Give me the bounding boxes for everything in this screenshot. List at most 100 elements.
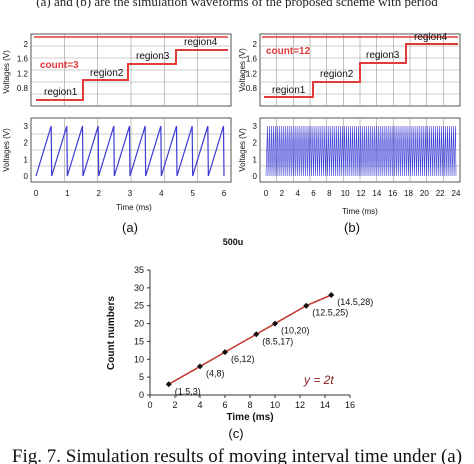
x-tick-label: 3 [128, 189, 133, 198]
x-tick-label: 16 [388, 189, 397, 198]
panel-a-upper-yticks: 0.8 1.2 1.6 2 [17, 40, 29, 93]
y-tick-label: 3 [253, 122, 258, 131]
panel-a-region4: region4 [184, 37, 218, 48]
y-tick-label: 1.2 [246, 69, 258, 78]
x-axis-label: Time (ms) [226, 412, 273, 423]
point-labels: (1.5,3) (4,8) (6,12) (8.5,17)(10,20)(12.5,2… [175, 297, 374, 396]
x-tick-label: 6 [311, 189, 316, 198]
x-tick-label: 22 [436, 189, 445, 198]
y-tick-label: 1.2 [17, 69, 29, 78]
y-tick-label: 35 [134, 265, 144, 275]
y-tick-label: 30 [134, 283, 144, 293]
panel-b-count-label: count=12 [266, 46, 311, 57]
y-tick-label: 0 [139, 390, 144, 400]
panel-a-upper-grid [31, 34, 231, 106]
data-point [272, 320, 278, 327]
x-tick-label: 12 [357, 189, 366, 198]
panel-a-region3: region3 [136, 51, 170, 62]
x-tick-label: 10 [341, 189, 350, 198]
data-point [253, 331, 260, 338]
x-tick-label: 1 [65, 189, 70, 198]
x-tick-label: 10 [270, 400, 280, 410]
y-tick-label: 25 [134, 301, 144, 311]
y-tick-label: 20 [134, 319, 144, 329]
y-tick-label: 0.8 [17, 84, 29, 93]
x-ticks: 0 2 4 6 8 10 12 14 16 [147, 395, 355, 410]
y-tick-label: 2 [24, 139, 29, 148]
x-tick-label: 18 [404, 189, 413, 198]
y-tick-label: 10 [134, 354, 144, 364]
y-tick-label: 2 [253, 40, 258, 49]
y-tick-label: 5 [139, 372, 144, 382]
data-point [303, 302, 310, 309]
point-label: (4,8) [206, 368, 225, 378]
panel-c-label: (c) [228, 426, 243, 441]
y-tick-label: 1 [253, 155, 258, 164]
x-tick-label: 6 [222, 400, 227, 410]
panel-b-region4: region4 [414, 32, 448, 43]
point-label: (6,12) [231, 354, 255, 364]
y-tick-label: 1 [24, 155, 29, 164]
x-tick-label: 2 [172, 400, 177, 410]
x-tick-label: 5 [190, 189, 195, 198]
panel-b-xlabel: Time (ms) [342, 207, 378, 216]
panel-a-count-label: count=3 [40, 60, 79, 71]
data-point [328, 292, 335, 298]
y-tick-label: 15 [134, 336, 144, 346]
panel-a-region1: region1 [44, 87, 78, 98]
point-label: (10,20) [281, 326, 310, 336]
x-tick-label: 8 [247, 400, 252, 410]
fit-equation: y = 2t [303, 373, 334, 387]
chart-title: 500u [223, 237, 244, 247]
x-tick-label: 0 [264, 189, 269, 198]
panel-b-upper-grid [260, 34, 460, 106]
panel-b-sawtooth-trace [265, 125, 457, 177]
panel-a-sawtooth-trace [35, 125, 225, 177]
x-tick-label: 0 [34, 189, 39, 198]
panel-b-upper-yticks: 0.8 1.2 1.6 2 [246, 40, 258, 93]
panel-b-lower-xticks: 0 2 4 6 8 10 12 14 16 18 20 22 24 [264, 189, 461, 198]
panel-a: 0.81.21.62 Voltages (V) count=3 region1 … [2, 33, 232, 212]
panel-b: 0.8 1.2 1.6 2 Voltages (V) count=12 region1… [238, 32, 461, 216]
panel-a-lower-yticks: 0 1 2 3 [24, 122, 29, 181]
panel-b-region2: region2 [320, 69, 354, 80]
panel-b-region3: region3 [366, 50, 400, 61]
panel-c-chart: 500u 0 5 10 15 20 25 30 35 0 2 4 6 8 10 12 14 16 Count … [106, 237, 373, 441]
data-point [197, 363, 203, 370]
panel-b-step-trace [264, 43, 458, 98]
series-points [165, 292, 335, 388]
x-tick-label: 14 [320, 400, 330, 410]
data-point [165, 381, 172, 388]
y-axis-label: Count numbers [106, 296, 117, 370]
y-tick-label: 2 [253, 139, 258, 148]
x-tick-label: 16 [345, 400, 355, 410]
y-tick-label: 3 [24, 122, 29, 131]
x-tick-label: 12 [295, 400, 305, 410]
x-tick-label: 2 [280, 189, 285, 198]
y-tick-label: 1.6 [17, 55, 29, 64]
point-label: (8.5,17) [262, 336, 293, 346]
x-tick-label: 6 [222, 189, 227, 198]
panel-b-region1: region1 [272, 85, 306, 96]
x-tick-label: 0 [147, 400, 152, 410]
x-tick-label: 8 [327, 189, 332, 198]
x-tick-label: 24 [452, 189, 461, 198]
point-label: (1.5,3) [175, 386, 201, 396]
panel-a-upper-ylabel: Voltages (V) [2, 50, 11, 94]
figure-caption: Fig. 7. Simulation results of moving int… [11, 446, 463, 464]
x-tick-label: 20 [420, 189, 429, 198]
panel-b-lower-ylabel: Voltages (V) [238, 128, 247, 172]
panel-a-xlabel: Time (ms) [116, 203, 152, 212]
series-line [168, 294, 332, 385]
y-tick-label: 0 [24, 172, 29, 181]
y-tick-label: 2 [24, 40, 29, 49]
point-label: (14.5,28) [337, 297, 373, 307]
x-tick-label: 4 [197, 400, 202, 410]
panel-a-step-trace [36, 49, 228, 101]
panel-a-lower-ylabel: Voltages (V) [2, 128, 11, 172]
x-tick-label: 2 [96, 189, 101, 198]
x-tick-label: 4 [159, 189, 164, 198]
panel-b-upper-plot: 0.8 1.2 1.6 2 Voltages (V) count=12 region1… [238, 32, 461, 107]
panel-b-label: (b) [344, 220, 360, 235]
panel-a-lower-xticks: 0 1 2 3 4 5 6 [34, 189, 227, 198]
